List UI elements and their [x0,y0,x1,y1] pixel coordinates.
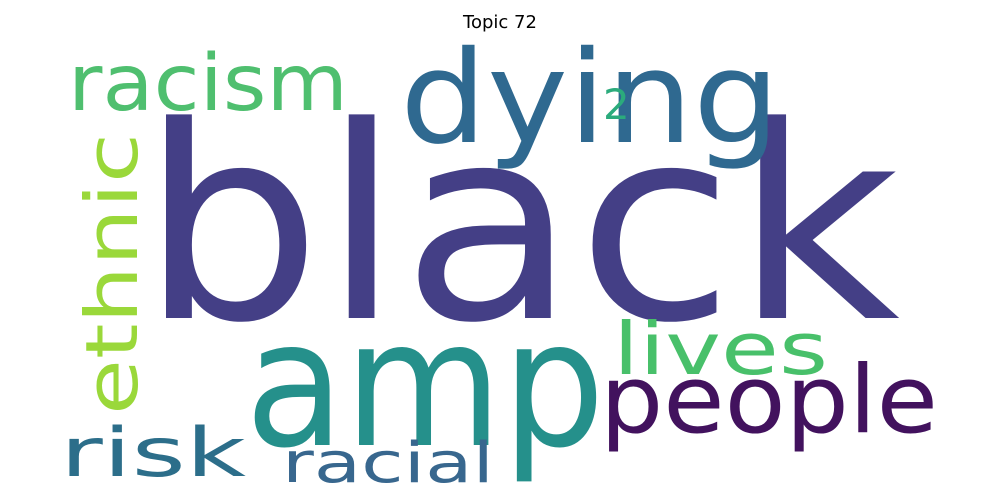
word-amp: amp [245,284,605,487]
word-racial: racial [282,431,494,496]
word-racism: racism [68,39,348,129]
word-people: people [600,346,938,455]
word-ethnic: ethnic [70,133,154,415]
word-lives: lives [613,307,828,391]
word-dying: dying [400,24,780,173]
chart-title: Topic 72 [463,12,537,33]
word-risk: risk [60,414,247,493]
word-black: black [140,70,900,382]
word-2: 2 [603,80,630,129]
